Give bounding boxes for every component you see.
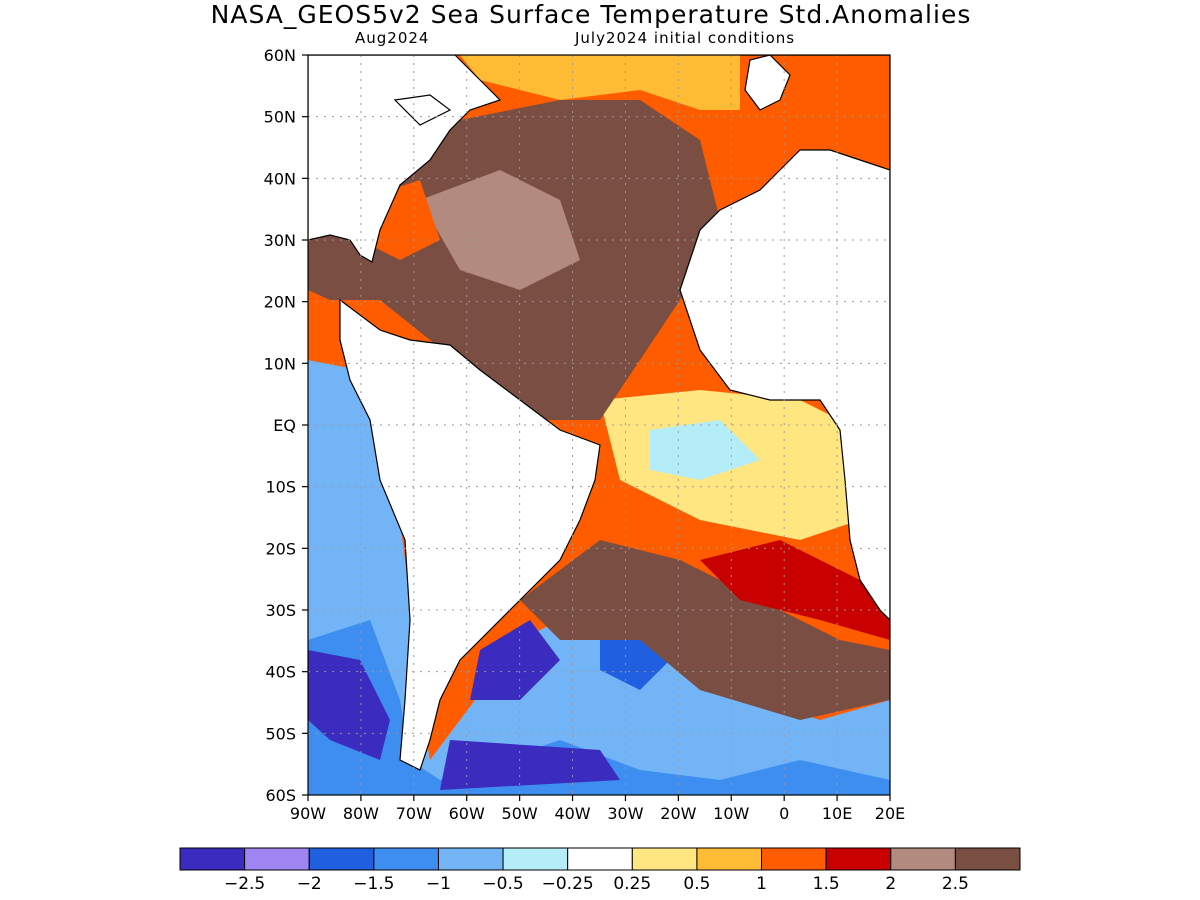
colorbar-swatch [437,847,504,871]
colorbar-label: −1 [426,874,451,894]
lat-tick-label: 20N [264,293,296,312]
colorbar-swatch [373,847,439,871]
longitude-axis: 90W 80W 70W 60W 50W 40W 30W 20W 10W 0 10E 20E [290,795,905,823]
colorbar-swatch [567,847,633,871]
figure-title: NASA_GEOS5v2 Sea Surface Temperature Std… [210,0,972,29]
north-high-lat-warm [460,55,740,110]
lon-tick-label: 30W [607,804,643,823]
colorbar-label: 0.25 [613,874,651,894]
lon-tick-label: 50W [502,804,538,823]
equatorial-cool-patch [650,420,760,480]
colorbar: −2.5 −2 −1.5 −1 −0.5 −0.25 0.25 0.5 1 1.5 2 2.5 [179,847,1021,894]
grid [308,55,890,795]
lat-tick-label: 30S [265,601,296,620]
lat-tick-label: 20S [265,539,296,558]
lon-tick-label: 60W [449,804,485,823]
land [308,55,890,771]
lat-tick-label: 40N [264,169,296,188]
colorbar-swatch [825,847,892,871]
colorbar-label: 1 [756,874,767,894]
colorbar-label: −2 [297,874,322,894]
chile-cold-core [308,650,390,760]
colorbar-swatch [696,847,763,871]
benguela-warm [700,540,890,640]
newfoundland [393,94,452,126]
lon-tick-label: 80W [343,804,379,823]
colorbar-swatch [954,847,1021,871]
lat-tick-label: EQ [273,416,296,435]
latitude-axis: 60N 50N 40N 30N 20N 10N EQ 10S 20S 30S 40S 50S 60S [264,46,308,805]
initial-conditions: July2024 initial conditions [575,29,796,47]
lon-tick-label: 10W [713,804,749,823]
colorbar-label: 2 [885,874,896,894]
british-isles [744,55,791,111]
lon-tick-label: 20E [875,804,905,823]
forecast-month: Aug2024 [355,29,430,47]
colorbar-swatch [890,847,956,871]
lat-tick-label: 40S [265,663,296,682]
lon-tick-label: 20W [660,804,696,823]
colorbar-label: −1.5 [353,874,394,894]
colorbar-swatch [308,847,375,871]
lat-tick-label: 30N [264,231,296,250]
north-america [308,55,502,263]
colorbar-swatch [631,847,698,871]
lat-tick-label: 60S [265,786,296,805]
lon-tick-label: 90W [290,804,326,823]
lon-tick-label: 0 [779,804,789,823]
colorbar-label: 0.5 [683,874,710,894]
colorbar-label: −2.5 [224,874,265,894]
argentina-cold-core [470,620,560,700]
colorbar-swatch [179,847,246,871]
colorbar-swatch [502,847,569,871]
drake-cold-band [440,740,620,790]
lon-tick-label: 10E [822,804,852,823]
lon-tick-label: 70W [396,804,432,823]
lat-tick-label: 10N [264,354,296,373]
south-america [339,298,601,771]
colorbar-label: −0.25 [542,874,594,894]
lat-tick-label: 50N [264,108,296,127]
colorbar-swatch [761,847,827,871]
colorbar-label: 1.5 [813,874,840,894]
colorbar-swatch [244,847,310,871]
south-atlantic-warm-band [520,540,890,720]
lat-tick-label: 10S [265,478,296,497]
colorbar-label: −0.5 [482,874,523,894]
lon-tick-label: 40W [554,804,590,823]
lat-tick-label: 50S [265,724,296,743]
europe-africa [679,55,890,621]
north-atlantic-warm-ring [420,170,580,290]
lat-tick-label: 60N [264,46,296,65]
colorbar-label: 2.5 [942,874,969,894]
